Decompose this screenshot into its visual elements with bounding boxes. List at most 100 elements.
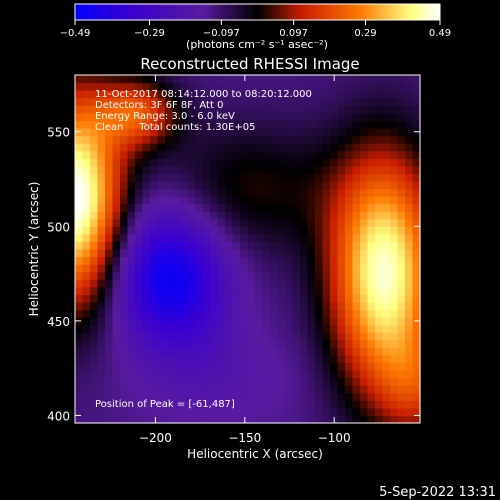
heatmap-cell	[97, 309, 106, 318]
heatmap-cell	[157, 415, 166, 424]
heatmap-cell	[255, 294, 264, 303]
heatmap-cell	[247, 233, 256, 243]
heatmap-cell	[120, 332, 129, 341]
heatmap-cell	[367, 286, 376, 295]
heatmap-cell	[187, 264, 196, 273]
heatmap-cell	[105, 218, 114, 227]
heatmap-cell	[390, 256, 399, 265]
heatmap-cell	[157, 332, 166, 341]
heatmap-cell	[75, 241, 84, 250]
heatmap-cell	[120, 82, 129, 91]
heatmap-cell	[405, 180, 414, 190]
heatmap-cell	[247, 347, 256, 356]
heatmap-cell	[352, 392, 361, 401]
heatmap-cell	[135, 294, 144, 303]
heatmap-cell	[195, 150, 204, 159]
heatmap-cell	[187, 90, 196, 99]
heatmap-cell	[105, 407, 114, 417]
heatmap-cell	[217, 188, 226, 197]
heatmap-cell	[405, 90, 414, 99]
heatmap-cell	[390, 203, 399, 212]
y-tick-label: 500	[47, 220, 70, 234]
heatmap-cell	[82, 377, 91, 386]
heatmap-cell	[112, 339, 121, 348]
heatmap-cell	[180, 324, 189, 333]
heatmap-cell	[112, 150, 121, 159]
heatmap-cell	[120, 97, 129, 106]
heatmap-cell	[397, 271, 406, 280]
heatmap-cell	[382, 143, 391, 152]
heatmap-cell	[135, 385, 144, 394]
heatmap-cell	[202, 294, 211, 303]
heatmap-cell	[150, 226, 159, 235]
heatmap-cell	[352, 264, 361, 273]
heatmap-cell	[412, 226, 421, 235]
heatmap-cell	[360, 249, 369, 258]
heatmap-cell	[352, 150, 361, 159]
heatmap-cell	[187, 233, 196, 243]
heatmap-cell	[352, 120, 361, 129]
chart-title: Reconstructed RHESSI Image	[140, 55, 359, 73]
heatmap-cell	[375, 264, 384, 273]
heatmap-cell	[105, 112, 114, 121]
heatmap-cell	[255, 347, 264, 356]
heatmap-cell	[180, 400, 189, 409]
heatmap-cell	[142, 75, 151, 84]
heatmap-cell	[405, 400, 414, 409]
heatmap-cell	[292, 249, 301, 258]
heatmap-cell	[300, 188, 309, 197]
heatmap-cell	[397, 196, 406, 205]
heatmap-cell	[345, 127, 354, 137]
heatmap-cell	[112, 286, 121, 295]
heatmap-cell	[277, 339, 286, 348]
heatmap-cell	[330, 127, 339, 137]
heatmap-cell	[97, 150, 106, 159]
heatmap-cell	[247, 324, 256, 333]
heatmap-cell	[300, 317, 309, 326]
heatmap-cell	[367, 120, 376, 129]
heatmap-cell	[180, 165, 189, 174]
heatmap-cell	[120, 165, 129, 174]
heatmap-cell	[172, 226, 181, 235]
heatmap-cell	[292, 90, 301, 99]
heatmap-cell	[127, 317, 136, 326]
heatmap-cell	[210, 309, 219, 318]
heatmap-cell	[315, 286, 324, 295]
heatmap-cell	[300, 362, 309, 371]
heatmap-cell	[157, 301, 166, 311]
heatmap-cell	[127, 97, 136, 106]
heatmap-cell	[187, 173, 196, 182]
heatmap-cell	[405, 120, 414, 129]
heatmap-cell	[232, 218, 241, 227]
heatmap-cell	[270, 271, 279, 280]
heatmap-cell	[247, 317, 256, 326]
heatmap-cell	[285, 264, 294, 273]
heatmap-cell	[112, 165, 121, 174]
heatmap-cell	[195, 203, 204, 212]
heatmap-cell	[195, 362, 204, 371]
heatmap-cell	[330, 105, 339, 114]
heatmap-cell	[315, 256, 324, 265]
heatmap-cell	[97, 249, 106, 258]
heatmap-cell	[97, 218, 106, 227]
heatmap-cell	[225, 211, 234, 220]
heatmap-cell	[120, 301, 129, 311]
heatmap-cell	[367, 105, 376, 114]
heatmap-cell	[285, 249, 294, 258]
heatmap-cell	[360, 294, 369, 303]
heatmap-cell	[225, 249, 234, 258]
heatmap-cell	[75, 264, 84, 273]
heatmap-cell	[172, 362, 181, 371]
heatmap-cell	[330, 97, 339, 106]
heatmap-cell	[135, 317, 144, 326]
heatmap-cell	[352, 347, 361, 356]
heatmap-cell	[322, 180, 331, 190]
colorbar: −0.49 −0.29 −0.097 0.097 0.29 0.49 (photons c…	[60, 3, 451, 51]
heatmap-cell	[397, 150, 406, 159]
heatmap-cell	[105, 226, 114, 235]
heatmap-cell	[397, 97, 406, 106]
heatmap-cell	[397, 264, 406, 273]
heatmap-cell	[97, 165, 106, 174]
heatmap-cell	[300, 407, 309, 417]
heatmap-cell	[247, 226, 256, 235]
